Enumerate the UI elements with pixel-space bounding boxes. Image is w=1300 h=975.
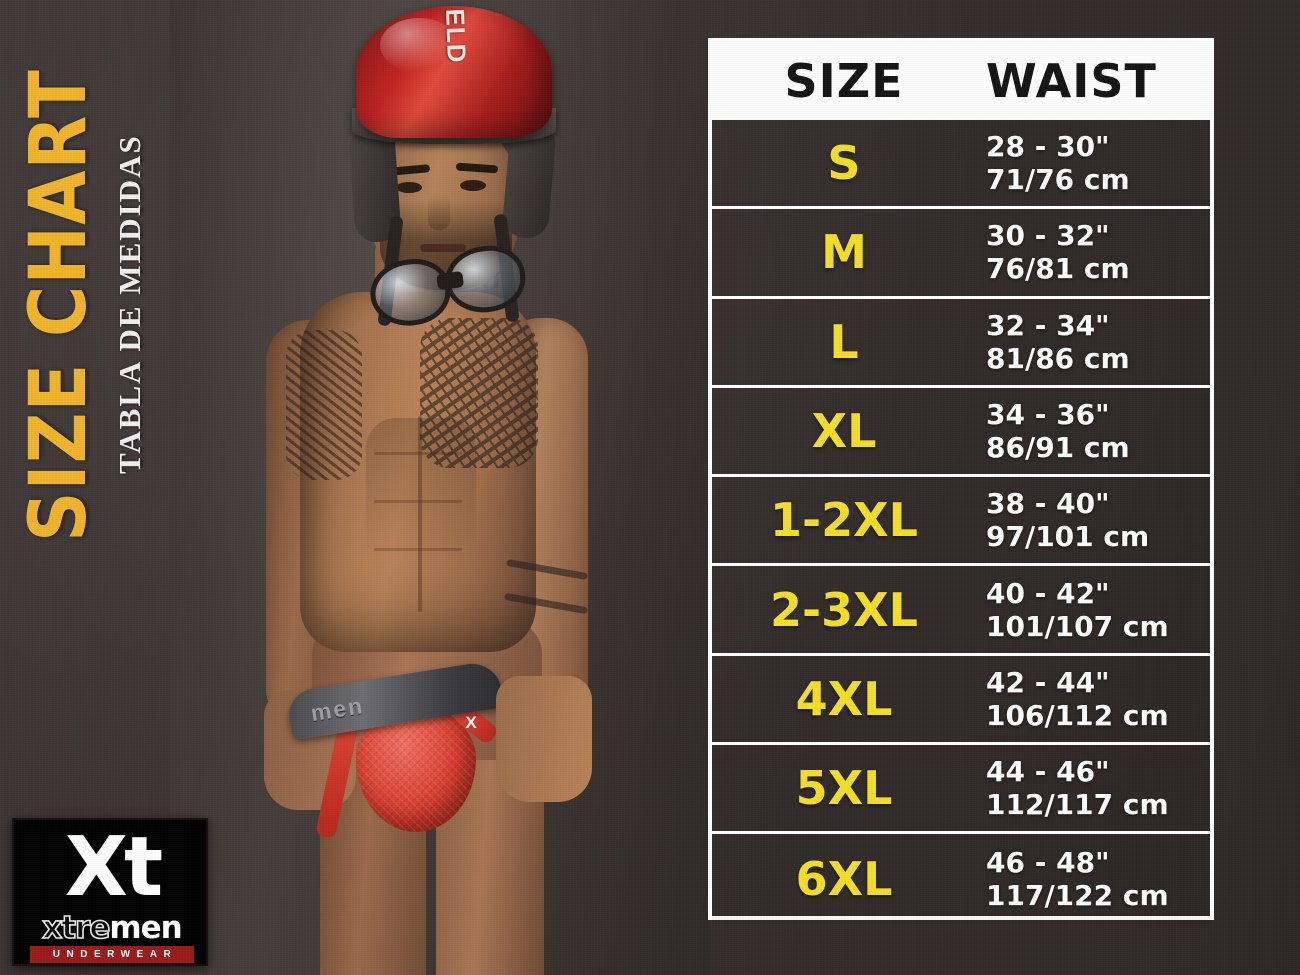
waist-inches: 44 - 46": [986, 755, 1110, 789]
cell-waist: 44 - 46" 112/117 cm: [976, 755, 1210, 821]
cell-waist: 40 - 42" 101/107 cm: [976, 577, 1210, 643]
waist-centimeters: 81/86 cm: [986, 341, 1130, 375]
cell-size: L: [829, 314, 859, 369]
tattoo-right-chest: [420, 318, 538, 468]
cell-size: 2-3XL: [770, 582, 918, 637]
underwear-x-logo-icon: X: [465, 713, 477, 732]
cell-waist: 38 - 40" 97/101 cm: [976, 487, 1210, 553]
table-header-row: SIZE WAIST: [712, 42, 1210, 120]
model-eye-left: [396, 182, 422, 193]
waist-centimeters: 71/76 cm: [986, 163, 1130, 197]
table-row: 2-3XL 40 - 42" 101/107 cm: [712, 566, 1210, 656]
model-eye-right: [460, 180, 486, 191]
table-body: S 28 - 30" 71/76 cm M 30 - 32" 76/81 cm L 32 - …: [712, 120, 1210, 924]
cell-size: S: [827, 136, 861, 191]
goggle-lens-left: [366, 254, 455, 331]
waist-inches: 46 - 48": [986, 845, 1110, 879]
cell-waist: 30 - 32" 76/81 cm: [976, 219, 1210, 285]
size-chart-table: SIZE WAIST S 28 - 30" 71/76 cm M 30 - 32" 76/…: [708, 38, 1214, 924]
waistband-brand-text: men: [309, 692, 366, 727]
brand-tagline: UNDERWEAR: [52, 949, 178, 960]
waist-centimeters: 101/107 cm: [986, 609, 1169, 643]
tattoo-left-shoulder: [286, 330, 362, 480]
helmet-decal-text: ELD: [440, 8, 472, 65]
model-abdomen-line: [418, 416, 422, 612]
page-title: SIZE CHART: [14, 69, 104, 542]
waist-centimeters: 86/91 cm: [986, 431, 1130, 465]
table-row: 4XL 42 - 44" 106/112 cm: [712, 655, 1210, 746]
brand-logo: Xt xtremen UNDERWEAR: [12, 818, 208, 966]
waist-centimeters: 76/81 cm: [986, 252, 1130, 286]
cell-waist: 32 - 34" 81/86 cm: [976, 309, 1210, 375]
column-header-size: SIZE: [784, 54, 904, 108]
cell-size: 6XL: [795, 852, 893, 907]
brand-wordmark-solid: men: [109, 910, 182, 946]
brand-wordmark: xtremen: [14, 910, 210, 946]
cell-waist: 28 - 30" 71/76 cm: [976, 130, 1210, 196]
helmet-gloss-highlight: [380, 18, 458, 72]
model-ab-crease: [374, 452, 462, 455]
brand-tagline-bar: UNDERWEAR: [30, 946, 194, 963]
cell-size: M: [821, 225, 867, 280]
model-ab-crease: [374, 500, 462, 503]
model-ab-crease: [374, 548, 462, 551]
waist-inches: 32 - 34": [986, 308, 1110, 342]
waist-centimeters: 117/122 cm: [986, 879, 1169, 913]
waist-inches: 28 - 30": [986, 130, 1110, 164]
waist-inches: 30 - 32": [986, 219, 1110, 253]
table-row: M 30 - 32" 76/81 cm: [712, 209, 1210, 299]
table-row: 5XL 44 - 46" 112/117 cm: [712, 745, 1210, 835]
cell-size: 5XL: [795, 761, 893, 816]
table-row: 1-2XL 38 - 40" 97/101 cm: [712, 477, 1210, 567]
goggle-bridge: [436, 271, 465, 291]
page-subtitle: TABLA DE MEDIDAS: [112, 134, 147, 474]
waist-inches: 42 - 44": [986, 665, 1110, 699]
table-row: XL 34 - 36" 86/91 cm: [712, 387, 1210, 478]
brand-wordmark-outline: xtre: [41, 910, 111, 946]
red-helmet: [356, 6, 552, 138]
brand-monogram: Xt: [64, 820, 163, 915]
waist-inches: 40 - 42": [986, 576, 1110, 610]
model-right-hand: [496, 676, 592, 802]
cell-waist: 34 - 36" 86/91 cm: [976, 398, 1210, 464]
waist-centimeters: 106/112 cm: [986, 698, 1169, 732]
waist-inches: 34 - 36": [986, 398, 1110, 431]
cell-size: 1-2XL: [770, 493, 918, 548]
waist-centimeters: 112/117 cm: [986, 788, 1169, 822]
model-mouth: [420, 244, 466, 252]
cell-waist: 42 - 44" 106/112 cm: [976, 666, 1210, 732]
cell-size: 4XL: [795, 671, 893, 726]
table-row: S 28 - 30" 71/76 cm: [712, 120, 1210, 210]
model-nose: [428, 192, 450, 230]
cell-waist: 46 - 48" 117/122 cm: [976, 846, 1210, 912]
waist-centimeters: 97/101 cm: [986, 520, 1150, 554]
table-row: 6XL 46 - 48" 117/122 cm: [712, 834, 1210, 924]
model-photo: ELD X men: [170, 0, 710, 975]
cell-size: XL: [811, 404, 877, 459]
waist-inches: 38 - 40": [986, 487, 1110, 521]
column-header-waist: WAIST: [986, 54, 1157, 108]
table-row: L 32 - 34" 81/86 cm: [712, 298, 1210, 388]
